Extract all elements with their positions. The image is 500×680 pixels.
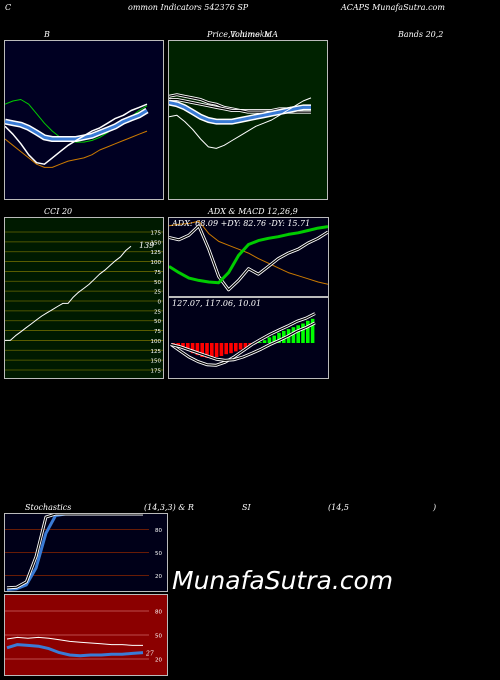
cci-last-label: 139	[139, 241, 154, 250]
stoch-title: Stochastics	[25, 503, 72, 512]
cci-chart: 175 150 125 100 75 50 25 0 25 50 75 100 125 150 175 139	[4, 217, 164, 379]
macd-histogram-bar	[181, 343, 185, 348]
macd-histogram-bar	[291, 327, 296, 343]
rsi-params: (14,5	[328, 503, 349, 512]
bollinger-chart	[4, 40, 164, 200]
cci-tick-label: 50	[154, 319, 161, 325]
cci-line	[5, 245, 132, 341]
adx-minus-di-line	[169, 220, 328, 285]
macd-histogram-bar	[224, 343, 228, 355]
cci-tick-label: 150	[151, 359, 162, 365]
macd-histogram-bar	[219, 343, 224, 356]
price-line	[169, 97, 312, 149]
stoch-k-outer	[6, 514, 143, 590]
header-left: C	[5, 3, 12, 12]
price-title: Price,	[207, 30, 231, 39]
adx-readout: ADX: 68.09 +DY: 82.76 -DY: 15.71	[172, 219, 311, 228]
macd-histogram-bar	[234, 343, 238, 352]
rsi-tick-label: 50	[155, 634, 162, 640]
macd-histogram-bar	[258, 342, 262, 343]
macd-histogram-bar	[229, 343, 233, 354]
cci-tick-label: 175	[151, 231, 162, 237]
macd-histogram-bar	[243, 343, 248, 348]
macd-histogram-bar	[200, 343, 204, 357]
macd-signal-inner	[170, 322, 316, 362]
macd-histogram-bar	[301, 323, 305, 343]
header-title: ommon Indicators 542376 SP	[128, 3, 249, 12]
stoch-k-inner	[6, 514, 143, 589]
cci-tick-label: 100	[151, 339, 162, 345]
bb-price-line	[5, 103, 148, 165]
rsi-title-si: SI	[242, 503, 251, 512]
ma-title: MA	[264, 30, 278, 39]
macd-histogram-bar	[238, 343, 243, 350]
macd-histogram-bar	[277, 332, 281, 343]
macd-histogram-bar	[272, 335, 276, 343]
cci-tick-label: 100	[151, 260, 162, 266]
stoch-d-line	[6, 514, 143, 591]
rsi-tick-label: 20	[155, 658, 162, 664]
watermark: MunafaSutra.com	[172, 566, 394, 595]
cci-title: CCI 20	[44, 207, 73, 216]
macd-histogram-bar	[210, 343, 214, 358]
cci-tick-label: 0	[158, 300, 162, 306]
stoch-tick-label: 80	[155, 528, 162, 534]
macd-histogram-bar	[205, 343, 209, 358]
rsi-tick-label: 80	[155, 610, 162, 616]
rsi-chart: 80 50 20 27	[4, 594, 168, 676]
macd-histogram-bar	[186, 343, 190, 351]
adx-plus-di-inner	[169, 225, 328, 291]
cci-tick-label: 125	[151, 250, 162, 256]
macd-histogram-bar	[171, 343, 176, 344]
cci-tick-label: 150	[151, 240, 162, 246]
cci-tick-label: 125	[151, 349, 162, 355]
adx-macd-title: ADX & MACD 12,26,9	[208, 207, 298, 216]
macd-histogram-bar	[310, 318, 315, 343]
rsi-ma-line	[6, 643, 144, 658]
macd-histogram-bar	[176, 343, 180, 346]
macd-readout: 127.07, 117.06, 10.01	[172, 299, 262, 308]
stoch-tick-label: 50	[155, 551, 162, 557]
macd-line-inner	[170, 313, 316, 366]
volume-title: Volume	[230, 30, 260, 39]
stoch-params: (14,3,3) & R	[144, 503, 194, 512]
bands-title: Bands 20,2	[398, 30, 444, 39]
stoch-tick-label: 20	[155, 574, 162, 580]
ichimoku-title: Ichimoku	[232, 30, 270, 39]
cci-tick-label: 50	[154, 280, 161, 286]
cci-tick-label: 25	[154, 290, 161, 296]
bollinger-title: B	[44, 30, 50, 39]
macd-histogram-bar	[306, 320, 310, 343]
macd-histogram-bar	[296, 325, 300, 343]
macd-histogram-bar	[190, 343, 195, 354]
stochastics-chart: 80 50 20	[4, 513, 168, 592]
rsi-close: )	[433, 503, 437, 512]
rsi-line	[6, 636, 143, 646]
adx-line	[169, 225, 328, 285]
macd-histogram-bar	[195, 343, 200, 356]
bb-middle-outline	[5, 107, 149, 142]
cci-tick-label: 25	[154, 309, 161, 315]
header-site: ACAPS MunafaSutra.com	[341, 3, 445, 12]
cci-tick-label: 175	[151, 369, 162, 375]
cci-tick-label: 75	[154, 270, 161, 276]
macd-histogram-bar	[267, 337, 272, 343]
macd-histogram-bar	[262, 340, 267, 343]
cci-tick-label: 75	[154, 329, 161, 335]
bb-lower-line	[5, 130, 148, 168]
macd-histogram-bar	[214, 343, 219, 357]
price-ma-chart	[168, 40, 328, 200]
macd-chart: 127.07, 117.06, 10.01	[168, 297, 329, 379]
adx-chart: ADX: 68.09 +DY: 82.76 -DY: 15.71	[168, 217, 329, 297]
bb-middle-line	[5, 109, 148, 141]
rsi-last-label: 27	[145, 651, 154, 658]
